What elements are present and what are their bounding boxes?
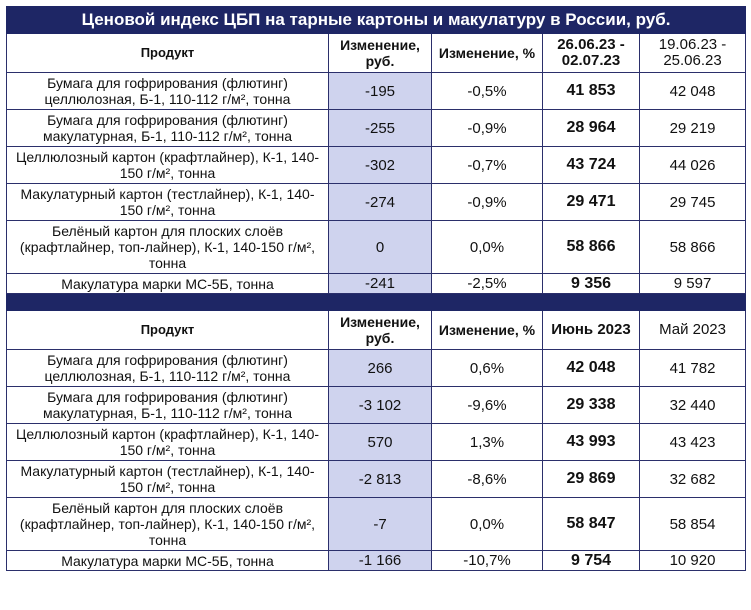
change-rub-cell: -195: [328, 72, 432, 110]
weekly-header-product: Продукт: [6, 33, 329, 73]
table-row: Макулатура марки МС-5Б, тонна -241 -2,5% 9 …: [6, 273, 747, 294]
previous-price-cell: 10 920: [638, 550, 747, 571]
product-cell: Макулатурный картон (тестлайнер), К-1, 1…: [6, 460, 329, 498]
change-rub-cell: -241: [328, 273, 432, 294]
previous-price-cell: 29 745: [638, 183, 747, 221]
previous-price-cell: 29 219: [638, 109, 747, 147]
weekly-header-row: Продукт Изменение, руб. Изменение, % 26.…: [6, 33, 747, 73]
monthly-header-previous: Май 2023: [638, 310, 747, 350]
current-price-cell: 41 853: [542, 72, 640, 110]
product-cell: Бумага для гофрирования (флютинг) целлюл…: [6, 349, 329, 387]
product-cell: Макулатурный картон (тестлайнер), К-1, 1…: [6, 183, 329, 221]
monthly-header-change-pct: Изменение, %: [431, 310, 543, 350]
monthly-rows: Бумага для гофрирования (флютинг) целлюл…: [6, 349, 747, 571]
product-cell: Бумага для гофрирования (флютинг) макула…: [6, 386, 329, 424]
current-price-cell: 28 964: [542, 109, 640, 147]
change-rub-cell: 266: [328, 349, 432, 387]
previous-price-cell: 32 440: [638, 386, 747, 424]
previous-price-cell: 42 048: [638, 72, 747, 110]
product-cell: Макулатура марки МС-5Б, тонна: [6, 550, 329, 571]
table-row: Белёный картон для плоских слоёв (крафтл…: [6, 220, 747, 274]
weekly-header-previous: 19.06.23 - 25.06.23: [638, 33, 747, 73]
product-cell: Целлюлозный картон (крафтлайнер), К-1, 1…: [6, 423, 329, 461]
change-pct-cell: -9,6%: [431, 386, 543, 424]
change-rub-cell: -274: [328, 183, 432, 221]
change-pct-cell: 0,0%: [431, 220, 543, 274]
previous-price-cell: 32 682: [638, 460, 747, 498]
monthly-header-change-rub: Изменение, руб.: [328, 310, 432, 350]
product-cell: Белёный картон для плоских слоёв (крафтл…: [6, 220, 329, 274]
current-price-cell: 42 048: [542, 349, 640, 387]
monthly-header-row: Продукт Изменение, руб. Изменение, % Июн…: [6, 310, 747, 350]
table-row: Целлюлозный картон (крафтлайнер), К-1, 1…: [6, 423, 747, 461]
previous-price-cell: 58 866: [638, 220, 747, 274]
change-rub-cell: 0: [328, 220, 432, 274]
change-pct-cell: -0,7%: [431, 146, 543, 184]
change-rub-cell: -3 102: [328, 386, 432, 424]
table-row: Белёный картон для плоских слоёв (крафтл…: [6, 497, 747, 551]
change-pct-cell: 1,3%: [431, 423, 543, 461]
current-price-cell: 29 869: [542, 460, 640, 498]
table-row: Макулатура марки МС-5Б, тонна -1 166 -10,7…: [6, 550, 747, 571]
product-cell: Бумага для гофрирования (флютинг) целлюл…: [6, 72, 329, 110]
table-row: Макулатурный картон (тестлайнер), К-1, 1…: [6, 183, 747, 221]
previous-price-cell: 9 597: [638, 273, 747, 294]
current-price-cell: 58 866: [542, 220, 640, 274]
change-rub-cell: -255: [328, 109, 432, 147]
current-price-cell: 29 471: [542, 183, 640, 221]
table-row: Бумага для гофрирования (флютинг) макула…: [6, 386, 747, 424]
monthly-header-product: Продукт: [6, 310, 329, 350]
change-rub-cell: -302: [328, 146, 432, 184]
weekly-header-change-rub: Изменение, руб.: [328, 33, 432, 73]
current-price-cell: 43 993: [542, 423, 640, 461]
section-separator: [5, 293, 747, 311]
table-row: Бумага для гофрирования (флютинг) целлюл…: [6, 72, 747, 110]
change-pct-cell: 0,0%: [431, 497, 543, 551]
current-price-cell: 9 754: [542, 550, 640, 571]
change-pct-cell: -0,9%: [431, 109, 543, 147]
change-rub-cell: -7: [328, 497, 432, 551]
price-index-table: Ценовой индекс ЦБП на тарные картоны и м…: [5, 6, 747, 571]
change-rub-cell: -1 166: [328, 550, 432, 571]
change-rub-cell: 570: [328, 423, 432, 461]
product-cell: Целлюлозный картон (крафтлайнер), К-1, 1…: [6, 146, 329, 184]
current-price-cell: 29 338: [542, 386, 640, 424]
price-index-table-container: Ценовой индекс ЦБП на тарные картоны и м…: [5, 6, 747, 571]
current-price-cell: 58 847: [542, 497, 640, 551]
change-pct-cell: -10,7%: [431, 550, 543, 571]
separator-band: [5, 293, 747, 311]
table-title: Ценовой индекс ЦБП на тарные картоны и м…: [5, 6, 747, 34]
change-rub-cell: -2 813: [328, 460, 432, 498]
previous-price-cell: 43 423: [638, 423, 747, 461]
weekly-header-current: 26.06.23 - 02.07.23: [542, 33, 640, 73]
monthly-header-current: Июнь 2023: [542, 310, 640, 350]
previous-price-cell: 41 782: [638, 349, 747, 387]
table-row: Макулатурный картон (тестлайнер), К-1, 1…: [6, 460, 747, 498]
current-price-cell: 43 724: [542, 146, 640, 184]
product-cell: Макулатура марки МС-5Б, тонна: [6, 273, 329, 294]
table-row: Целлюлозный картон (крафтлайнер), К-1, 1…: [6, 146, 747, 184]
table-row: Бумага для гофрирования (флютинг) макула…: [6, 109, 747, 147]
weekly-rows: Бумага для гофрирования (флютинг) целлюл…: [6, 72, 747, 294]
previous-price-cell: 44 026: [638, 146, 747, 184]
table-row: Бумага для гофрирования (флютинг) целлюл…: [6, 349, 747, 387]
product-cell: Бумага для гофрирования (флютинг) макула…: [6, 109, 329, 147]
current-price-cell: 9 356: [542, 273, 640, 294]
product-cell: Белёный картон для плоских слоёв (крафтл…: [6, 497, 329, 551]
weekly-header-change-pct: Изменение, %: [431, 33, 543, 73]
change-pct-cell: -0,5%: [431, 72, 543, 110]
change-pct-cell: -0,9%: [431, 183, 543, 221]
change-pct-cell: -2,5%: [431, 273, 543, 294]
change-pct-cell: -8,6%: [431, 460, 543, 498]
change-pct-cell: 0,6%: [431, 349, 543, 387]
previous-price-cell: 58 854: [638, 497, 747, 551]
